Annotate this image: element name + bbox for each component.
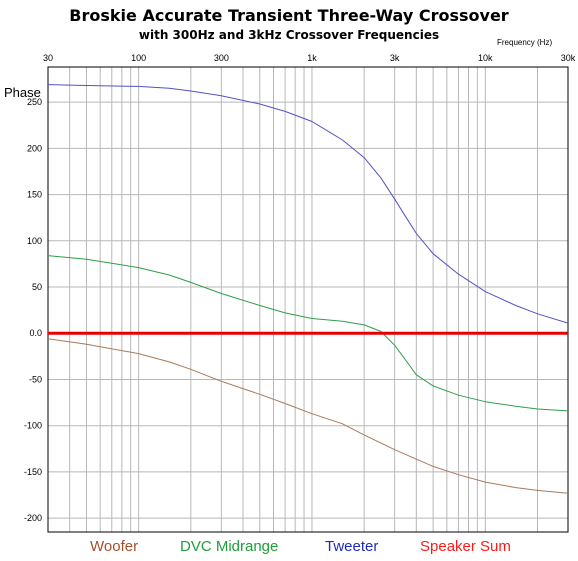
y-tick-label: 100 bbox=[27, 236, 42, 246]
y-tick-label: 50 bbox=[32, 282, 42, 292]
y-tick-label: 0.0 bbox=[29, 328, 42, 338]
plot-frame bbox=[47, 66, 569, 533]
x-tick-label: 100 bbox=[131, 53, 146, 63]
y-tick-label: 200 bbox=[27, 143, 42, 153]
chart-title: Broskie Accurate Transient Three-Way Cro… bbox=[69, 6, 509, 25]
x-tick-label: 10k bbox=[478, 53, 493, 63]
legend-item-dvc-midrange: DVC Midrange bbox=[180, 538, 279, 555]
chart-subtitle: with 300Hz and 3kHz Crossover Frequencie… bbox=[138, 28, 440, 42]
series-line-woofer bbox=[47, 338, 569, 494]
x-tick-label: 30k bbox=[561, 53, 576, 63]
y-tick-label: -100 bbox=[24, 421, 42, 431]
series-lines bbox=[47, 84, 569, 494]
legend-item-woofer: Woofer bbox=[90, 538, 139, 555]
y-tick-label: -50 bbox=[29, 374, 42, 384]
series-line-dvc-midrange bbox=[47, 255, 569, 412]
grid bbox=[47, 67, 569, 532]
legend: Woofer DVC Midrange Tweeter Speaker Sum bbox=[0, 538, 578, 558]
series-line-tweeter bbox=[47, 84, 569, 324]
x-axis-label: Frequency (Hz) bbox=[497, 38, 553, 47]
y-tick-label: -200 bbox=[24, 513, 42, 523]
y-tick-label: -150 bbox=[24, 467, 42, 477]
x-tick-label: 300 bbox=[214, 53, 229, 63]
x-tick-label: 3k bbox=[390, 53, 400, 63]
y-axis-label: Phase bbox=[4, 85, 41, 100]
legend-item-speaker-sum: Speaker Sum bbox=[420, 538, 511, 555]
x-tick-label: 1k bbox=[307, 53, 317, 63]
tick-labels: 30 100 300 1k 3k 10k 30k 250 200 150 100 50 0.0 -50 -1… bbox=[24, 53, 576, 523]
legend-item-tweeter: Tweeter bbox=[325, 538, 379, 555]
x-tick-label: 30 bbox=[43, 53, 53, 63]
y-tick-label: 250 bbox=[27, 97, 42, 107]
y-tick-label: 150 bbox=[27, 190, 42, 200]
